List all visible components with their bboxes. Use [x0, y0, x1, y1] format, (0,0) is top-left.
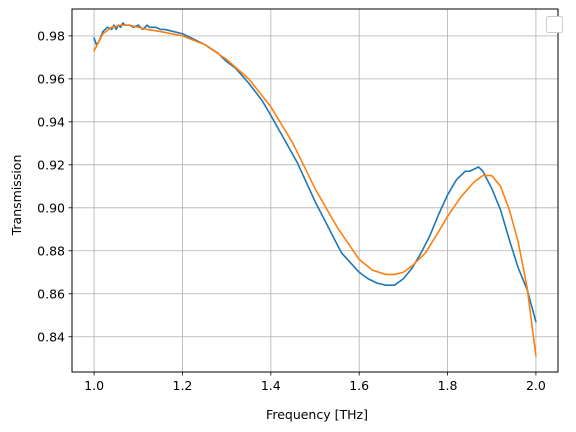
x-tick-label: 1.8	[438, 378, 458, 393]
series-line-2	[93, 24, 537, 357]
grid-lines	[72, 9, 558, 372]
x-axis-label: Frequency [THz]	[266, 407, 368, 422]
x-tick-label: 1.6	[349, 378, 369, 393]
series-layer	[93, 22, 537, 357]
y-tick-label: 0.84	[37, 329, 65, 344]
y-tick-label: 0.96	[37, 71, 65, 86]
x-tick-label: 1.4	[261, 378, 281, 393]
legend-box	[546, 16, 563, 33]
x-tick-label: 1.0	[84, 378, 104, 393]
plot-frame	[71, 8, 559, 373]
y-tick-label: 0.94	[37, 114, 65, 129]
y-tick-label: 0.86	[37, 286, 65, 301]
y-tick-label: 0.92	[37, 157, 65, 172]
x-tick-label: 1.2	[173, 378, 193, 393]
series-line-1	[93, 22, 537, 323]
y-axis-label: Transmission	[9, 155, 24, 237]
y-tick-label: 0.98	[37, 28, 65, 43]
x-tick-label: 2.0	[526, 378, 546, 393]
y-tick-label: 0.88	[37, 243, 65, 258]
axis-ticks: 1.0 1.2 1.4 1.6 1.8 2.0 0.84 0.86 0.88 0.90 0.92 0.…	[37, 28, 546, 393]
y-tick-label: 0.90	[37, 200, 65, 215]
